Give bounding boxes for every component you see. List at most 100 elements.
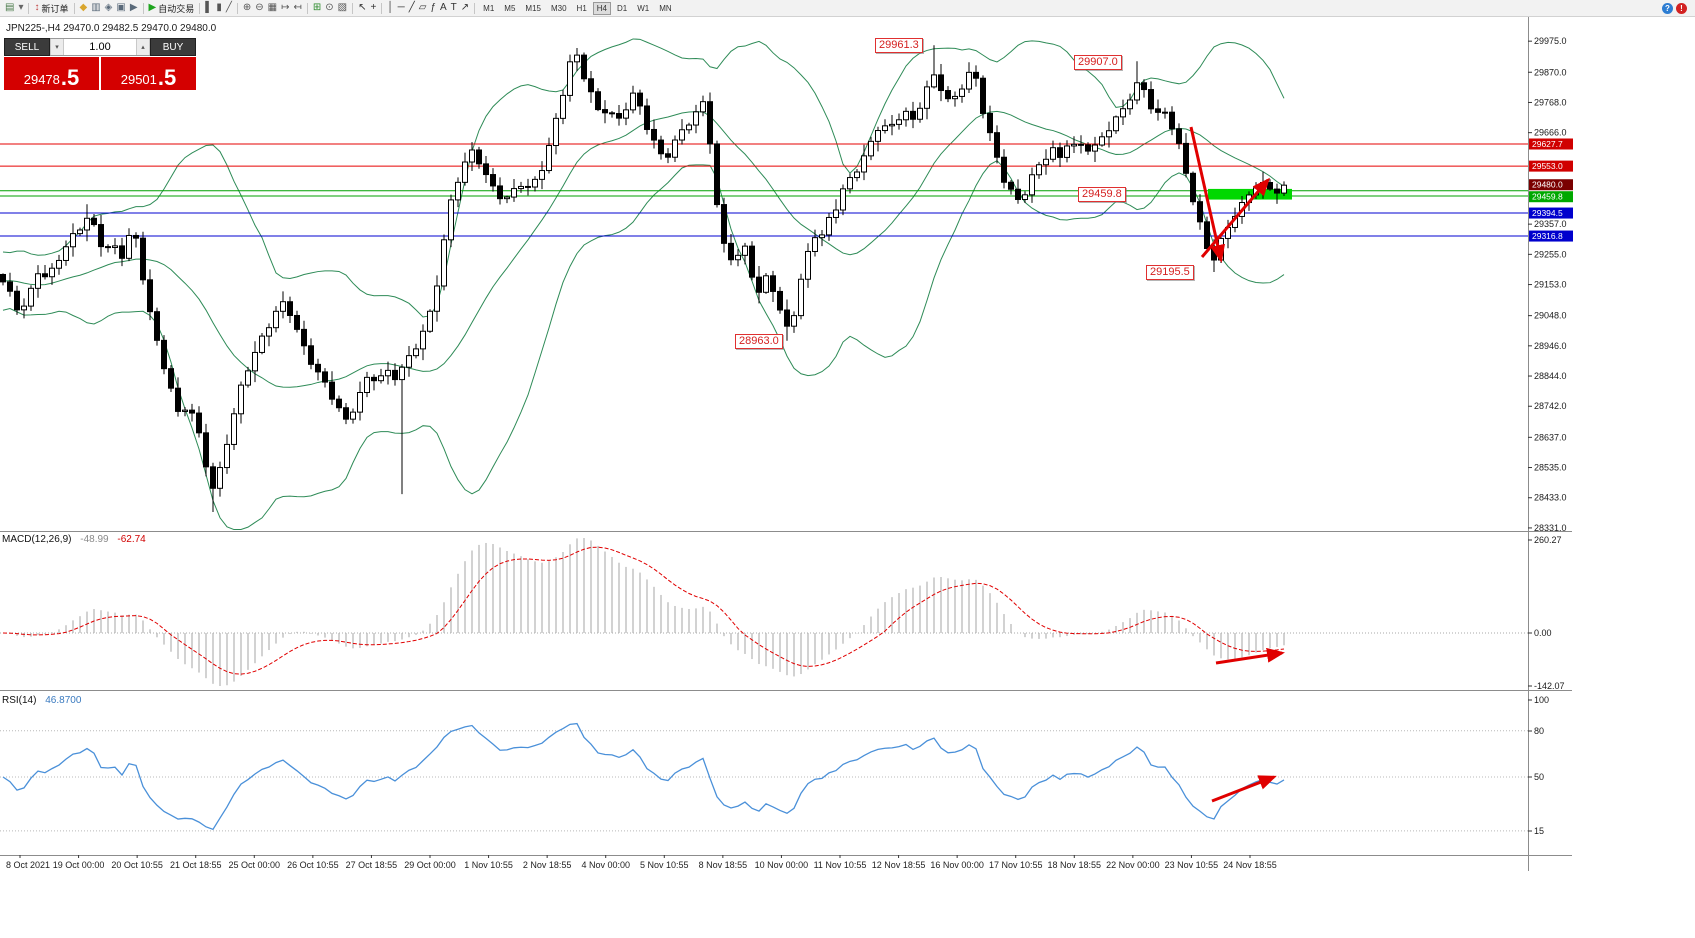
- market-watch-icon[interactable]: ◆: [78, 1, 90, 16]
- chart-shift-icon[interactable]: ↤: [292, 1, 304, 16]
- navigator-icon[interactable]: ◈: [103, 1, 115, 16]
- svg-text:29 Oct 00:00: 29 Oct 00:00: [404, 860, 456, 870]
- trade-panel-prices: 29478 .5 29501 .5: [4, 57, 196, 90]
- arrows-tool-icon[interactable]: ↗: [459, 1, 471, 16]
- svg-text:28535.0: 28535.0: [1534, 463, 1567, 473]
- cursor-icon: ↖: [358, 2, 367, 13]
- svg-text:29975.0: 29975.0: [1534, 36, 1567, 46]
- zoom-in-icon[interactable]: ⊕: [241, 1, 253, 16]
- templates-icon[interactable]: ▧: [336, 1, 349, 16]
- vertical-line-icon: │: [387, 2, 394, 13]
- channel-icon[interactable]: ▱: [417, 1, 429, 16]
- volume-input[interactable]: 1.00: [89, 41, 111, 53]
- price-annotation[interactable]: 29961.3: [875, 38, 923, 53]
- toolbar-separator: [352, 2, 354, 14]
- trendline-icon[interactable]: ╱: [407, 1, 417, 16]
- timeframe-h4[interactable]: H4: [592, 1, 612, 15]
- volume-increase-button[interactable]: ▴: [136, 39, 150, 55]
- new-order-button[interactable]: ↕ 新订单: [32, 1, 70, 16]
- buy-button[interactable]: BUY: [150, 38, 196, 56]
- timeframe-m5[interactable]: M5: [504, 3, 516, 13]
- price-annotation[interactable]: 29459.8: [1078, 187, 1126, 202]
- timeframe-mn[interactable]: MN: [659, 3, 672, 13]
- svg-text:260.27: 260.27: [1534, 535, 1562, 545]
- auto-trading-button[interactable]: ▶ 自动交易: [147, 1, 197, 16]
- svg-text:28433.0: 28433.0: [1534, 493, 1567, 503]
- label-icon: T: [450, 2, 457, 13]
- horizontal-line-icon[interactable]: ─: [396, 1, 407, 16]
- timeframe-h1[interactable]: H1: [576, 3, 587, 13]
- svg-text:18 Nov 18:55: 18 Nov 18:55: [1048, 860, 1102, 870]
- vertical-line-icon[interactable]: │: [385, 1, 395, 16]
- periods-icon[interactable]: ⊙: [323, 1, 335, 16]
- main-plot: [0, 38, 1528, 530]
- help-icon[interactable]: ?: [1662, 2, 1673, 14]
- strategy-tester-icon[interactable]: ▶: [128, 1, 140, 16]
- text-icon[interactable]: A: [438, 1, 449, 16]
- svg-text:29153.0: 29153.0: [1534, 280, 1567, 290]
- macd-plot: [0, 538, 1528, 686]
- label-icon[interactable]: T: [449, 1, 459, 16]
- price-axis: 29975.0 29870.0 29768.0 29666.0 29357.0 29255…: [1528, 36, 1573, 533]
- svg-text:26 Oct 10:55: 26 Oct 10:55: [287, 860, 339, 870]
- text-icon: A: [440, 2, 447, 13]
- macd-main-value: -48.99: [80, 534, 109, 545]
- tile-windows-icon[interactable]: ▦: [266, 1, 279, 16]
- price-annotation[interactable]: 29907.0: [1074, 55, 1122, 70]
- zoom-out-icon: ⊖: [255, 2, 264, 13]
- timeframe-m30[interactable]: M30: [550, 3, 567, 13]
- svg-text:29627.7: 29627.7: [1532, 139, 1563, 149]
- svg-text:24 Nov 18:55: 24 Nov 18:55: [1223, 860, 1277, 870]
- strategy-tester-icon: ▶: [129, 2, 138, 13]
- toolbar-separator: [474, 2, 476, 14]
- data-window-icon[interactable]: ▥: [89, 1, 102, 16]
- cursor-icon[interactable]: ↖: [356, 1, 368, 16]
- zoom-out-icon[interactable]: ⊖: [253, 1, 265, 16]
- data-window-icon: ▥: [91, 2, 101, 13]
- line-chart-icon[interactable]: ╱: [224, 1, 234, 16]
- svg-text:5 Nov 10:55: 5 Nov 10:55: [640, 860, 689, 870]
- sell-button[interactable]: SELL: [4, 38, 50, 56]
- add-indicator-icon[interactable]: ⊞: [311, 1, 323, 16]
- sell-price-main: 29478: [23, 72, 60, 88]
- tile-windows-icon: ▦: [267, 2, 278, 13]
- time-axis: 8 Oct 2021 19 Oct 00:00 20 Oct 10:55 21 Oct…: [6, 855, 1277, 870]
- crosshair-icon: +: [370, 2, 377, 13]
- buy-price-pips: .5: [157, 65, 177, 91]
- candlestick-chart-icon[interactable]: ▮: [214, 1, 224, 16]
- sell-price-pips: .5: [60, 65, 80, 91]
- new-chart-icon[interactable]: ▤: [3, 1, 16, 16]
- timeframe-m1[interactable]: M1: [483, 3, 495, 13]
- toolbar: ▤ ▾ ↕ 新订单 ◆ ▥ ◈ ▣ ▶ ▶ 自动交易 ▌ ▮ ╱ ⊕ ⊖ ▦ ↦ ↤ ⊞ ⊙ ▧ ↖ + │ ─ ╱ ▱ ƒ A T ↗ M1 M…: [0, 0, 1695, 17]
- new-chart-icon: ▤: [5, 2, 15, 13]
- timeframe-w1[interactable]: W1: [637, 3, 650, 13]
- toolbar-separator: [199, 2, 201, 14]
- svg-text:25 Oct 00:00: 25 Oct 00:00: [229, 860, 281, 870]
- timeframe-d1[interactable]: D1: [617, 3, 628, 13]
- svg-text:29553.0: 29553.0: [1532, 161, 1563, 171]
- chart-profiles-icon[interactable]: ▾: [16, 1, 25, 16]
- auto-scroll-icon[interactable]: ↦: [279, 1, 291, 16]
- toolbar-separator: [28, 2, 30, 14]
- crosshair-icon[interactable]: +: [369, 1, 379, 16]
- volume-decrease-button[interactable]: ▾: [50, 39, 64, 55]
- macd-label: MACD(12,26,9) -48.99 -62.74: [2, 534, 146, 545]
- fibonacci-icon: ƒ: [430, 2, 436, 13]
- price-annotation[interactable]: 29195.5: [1146, 265, 1194, 280]
- bar-chart-icon[interactable]: ▌: [203, 1, 214, 16]
- svg-text:28742.0: 28742.0: [1534, 401, 1567, 411]
- sell-price-button[interactable]: 29478 .5: [4, 57, 99, 90]
- market-watch-icon: ◆: [79, 2, 88, 13]
- alert-icon[interactable]: !: [1676, 2, 1687, 14]
- horizontal-line-icon: ─: [397, 2, 405, 13]
- bar-chart-icon: ▌: [205, 2, 213, 13]
- buy-price-button[interactable]: 29501 .5: [101, 57, 196, 90]
- terminal-icon[interactable]: ▣: [114, 1, 127, 16]
- fibonacci-icon[interactable]: ƒ: [428, 1, 438, 16]
- macd-signal-value: -62.74: [117, 534, 146, 545]
- svg-text:11 Nov 10:55: 11 Nov 10:55: [814, 860, 867, 870]
- timeframe-m15[interactable]: M15: [525, 3, 541, 13]
- price-annotation[interactable]: 28963.0: [735, 334, 783, 349]
